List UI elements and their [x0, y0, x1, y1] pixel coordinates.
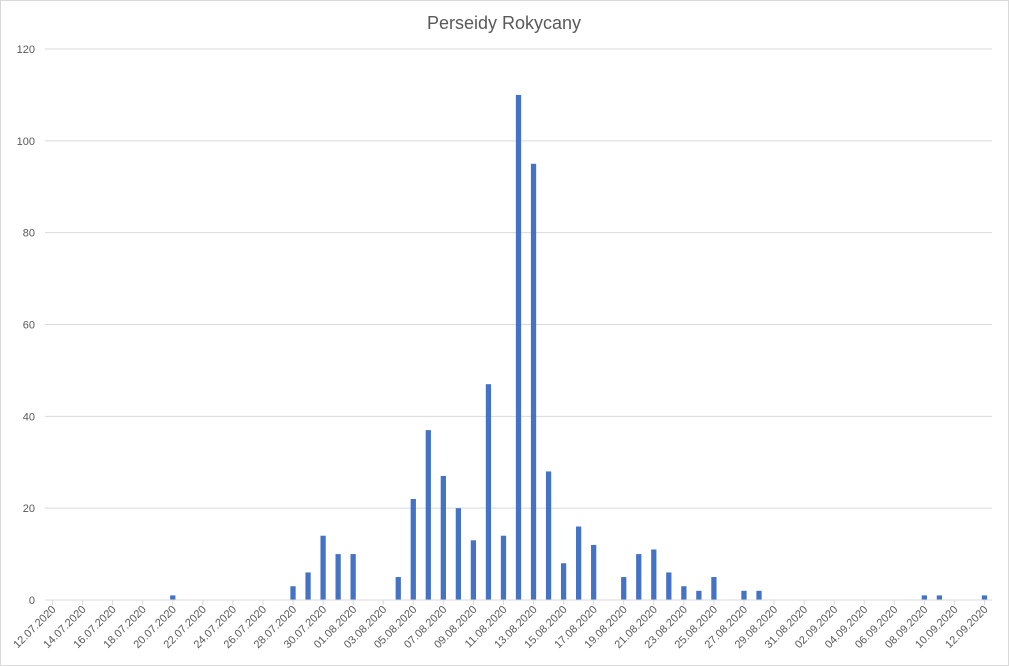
y-tick-label: 80	[23, 228, 35, 240]
bar	[981, 595, 988, 600]
bar	[666, 572, 672, 600]
bar	[320, 535, 326, 600]
bar	[470, 540, 477, 600]
bar	[576, 526, 582, 600]
bar	[756, 590, 762, 600]
y-tick-label: 20	[23, 503, 35, 515]
bar	[425, 430, 431, 600]
bar	[936, 595, 943, 600]
bar	[560, 563, 567, 600]
x-axis-ticks: 12.07.202014.07.202016.07.202018.07.2020…	[11, 600, 991, 651]
bars	[170, 94, 988, 601]
bar	[621, 577, 627, 600]
bar	[651, 549, 657, 600]
bar	[335, 554, 341, 600]
chart-title: Perseidy Rokycany	[427, 13, 581, 33]
bar	[395, 577, 401, 600]
y-axis-ticks: 0 20 40 60 80 100 120	[17, 44, 35, 607]
y-tick-label: 40	[23, 411, 35, 423]
bar	[305, 572, 311, 600]
bar	[515, 94, 522, 601]
y-tick-label: 100	[17, 136, 35, 148]
bar	[440, 476, 446, 600]
bar	[545, 471, 552, 600]
bar	[711, 577, 717, 600]
bar	[170, 595, 176, 600]
bar	[485, 384, 492, 600]
bar	[681, 586, 687, 600]
bar	[410, 498, 416, 600]
bar	[921, 595, 927, 600]
bar	[500, 535, 507, 600]
bar	[741, 590, 747, 600]
bar	[290, 586, 296, 600]
bar	[636, 554, 642, 600]
y-tick-label: 120	[17, 44, 35, 56]
bar	[350, 554, 356, 600]
y-tick-label: 60	[23, 320, 35, 332]
y-tick-label: 0	[29, 595, 35, 607]
bar	[530, 163, 537, 601]
bar	[591, 544, 597, 600]
bar	[455, 508, 461, 600]
bar	[696, 590, 702, 600]
